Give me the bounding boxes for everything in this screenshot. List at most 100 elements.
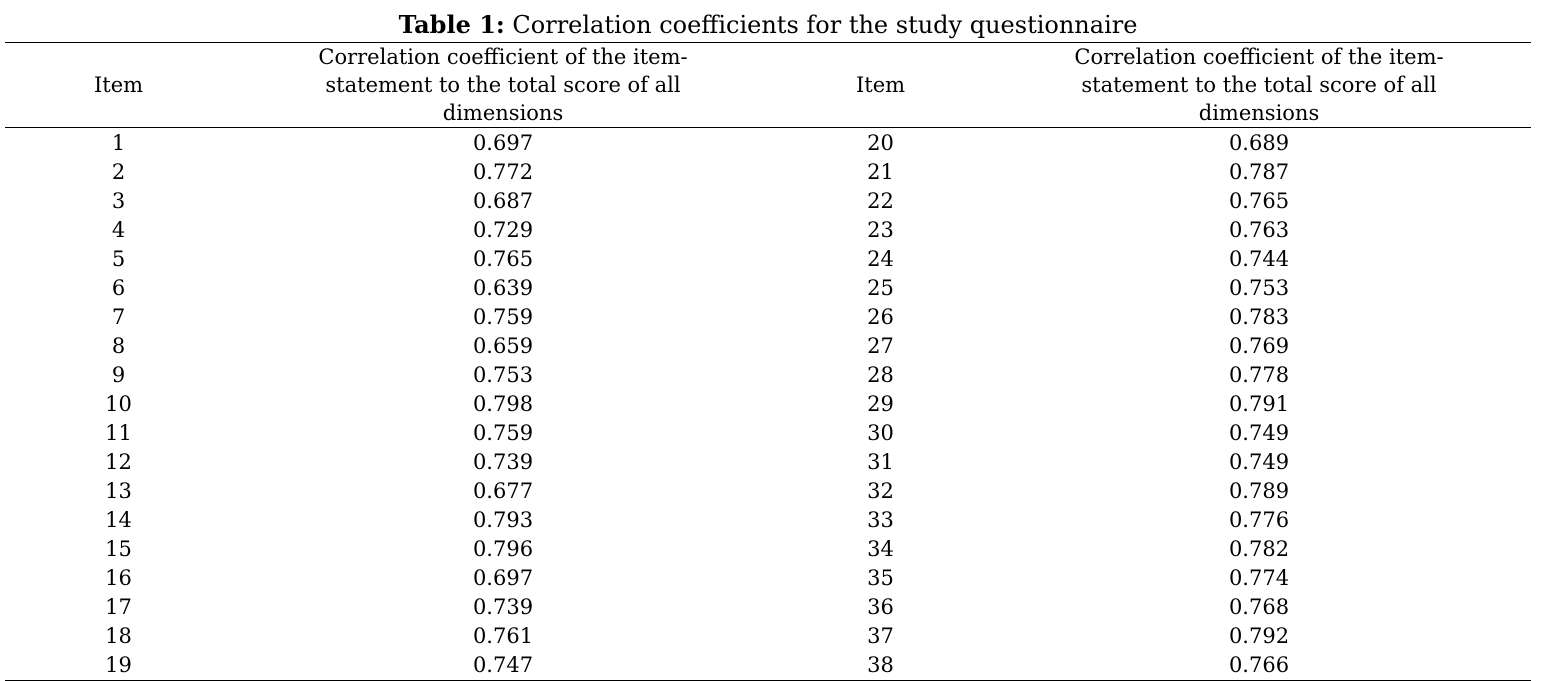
cell-correlation-left: 0.729	[472, 218, 534, 242]
cell-item-right: 28	[867, 363, 894, 387]
correlation-table: Item Correlation coefficient of the item…	[5, 42, 1531, 681]
cell-item-left: 6	[111, 276, 126, 300]
cell-item-left: 12	[105, 450, 132, 474]
table-row: 13 0.677 32 0.789	[5, 477, 1531, 506]
cell-item-left: 4	[111, 218, 126, 242]
cell-item-left: 3	[111, 189, 126, 213]
cell-correlation-left: 0.765	[472, 247, 534, 271]
cell-correlation-left: 0.759	[472, 305, 534, 329]
cell-item-right: 23	[867, 218, 894, 242]
cell-correlation-right: 0.791	[1228, 392, 1290, 416]
table-row: 16 0.697 35 0.774	[5, 564, 1531, 593]
table-row: 7 0.759 26 0.783	[5, 303, 1531, 332]
cell-item-left: 19	[5, 651, 232, 681]
cell-correlation-left: 0.772	[472, 160, 534, 184]
cell-correlation-left: 0.697	[472, 131, 534, 155]
table-row: 4 0.729 23 0.763	[5, 216, 1531, 245]
cell-correlation-right: 0.766	[987, 651, 1531, 681]
cell-correlation-right: 0.778	[1228, 363, 1290, 387]
table-row: 18 0.761 37 0.792	[5, 622, 1531, 651]
cell-correlation-left: 0.747	[232, 651, 774, 681]
cell-correlation-left: 0.659	[472, 334, 534, 358]
cell-item-right: 27	[867, 334, 894, 358]
table-caption-text: Correlation coefficients for the study q…	[512, 11, 1138, 39]
table-row: 8 0.659 27 0.769	[5, 332, 1531, 361]
cell-correlation-right: 0.768	[1228, 595, 1290, 619]
table-row: 14 0.793 33 0.776	[5, 506, 1531, 535]
cell-correlation-left: 0.677	[472, 479, 534, 503]
header-row: Item Correlation coefficient of the item…	[5, 42, 1531, 128]
table-row: 10 0.798 29 0.791	[5, 390, 1531, 419]
table-row: 11 0.759 30 0.749	[5, 419, 1531, 448]
cell-item-left: 15	[105, 537, 132, 561]
table-row: 19 0.747 38 0.766	[5, 651, 1531, 681]
cell-item-right: 30	[867, 421, 894, 445]
cell-item-right: 26	[867, 305, 894, 329]
cell-correlation-left: 0.796	[472, 537, 534, 561]
cell-correlation-right: 0.753	[1228, 276, 1290, 300]
cell-correlation-left: 0.739	[472, 595, 534, 619]
cell-correlation-left: 0.753	[472, 363, 534, 387]
header-correlation-2: Correlation coefficient of the item-stat…	[987, 42, 1531, 128]
cell-correlation-left: 0.759	[472, 421, 534, 445]
cell-item-right: 24	[867, 247, 894, 271]
cell-item-left: 10	[105, 392, 132, 416]
header-correlation-1: Correlation coefficient of the item-stat…	[232, 42, 774, 128]
cell-item-right: 21	[867, 160, 894, 184]
cell-item-right: 20	[867, 131, 894, 155]
table-row: 1 0.697 20 0.689	[5, 128, 1531, 159]
cell-correlation-left: 0.739	[472, 450, 534, 474]
table-row: 3 0.687 22 0.765	[5, 187, 1531, 216]
cell-item-left: 8	[111, 334, 126, 358]
cell-correlation-right: 0.744	[1228, 247, 1290, 271]
table-row: 5 0.765 24 0.744	[5, 245, 1531, 274]
cell-item-right: 33	[867, 508, 894, 532]
table-row: 9 0.753 28 0.778	[5, 361, 1531, 390]
cell-correlation-right: 0.765	[1228, 189, 1290, 213]
table-body: 1 0.697 20 0.689 2 0.772 21 0.787 3 0.687 22 0.765 4…	[5, 128, 1531, 681]
cell-item-left: 11	[105, 421, 132, 445]
cell-correlation-right: 0.769	[1228, 334, 1290, 358]
cell-item-left: 2	[111, 160, 126, 184]
table-row: 17 0.739 36 0.768	[5, 593, 1531, 622]
cell-correlation-right: 0.774	[1228, 566, 1290, 590]
header-item-1: Item	[5, 42, 232, 128]
cell-item-left: 5	[111, 247, 126, 271]
cell-item-right: 36	[867, 595, 894, 619]
table-row: 6 0.639 25 0.753	[5, 274, 1531, 303]
cell-correlation-right: 0.749	[1228, 421, 1290, 445]
cell-item-right: 38	[774, 651, 987, 681]
cell-item-right: 29	[867, 392, 894, 416]
cell-correlation-right: 0.749	[1228, 450, 1290, 474]
cell-correlation-left: 0.639	[472, 276, 534, 300]
cell-item-left: 13	[105, 479, 132, 503]
cell-correlation-left: 0.761	[472, 624, 534, 648]
cell-item-left: 7	[111, 305, 126, 329]
cell-correlation-right: 0.789	[1228, 479, 1290, 503]
cell-item-right: 22	[867, 189, 894, 213]
table-caption: Table 1: Correlation coefficients for th…	[0, 9, 1536, 41]
cell-correlation-right: 0.782	[1228, 537, 1290, 561]
table-header: Item Correlation coefficient of the item…	[5, 42, 1531, 128]
cell-correlation-left: 0.687	[472, 189, 534, 213]
cell-item-left: 14	[105, 508, 132, 532]
table-row: 2 0.772 21 0.787	[5, 158, 1531, 187]
cell-item-right: 34	[867, 537, 894, 561]
table-caption-label: Table 1:	[398, 10, 505, 39]
cell-item-right: 31	[867, 450, 894, 474]
cell-correlation-left: 0.798	[472, 392, 534, 416]
cell-item-right: 37	[867, 624, 894, 648]
table-row: 12 0.739 31 0.749	[5, 448, 1531, 477]
header-item-2: Item	[774, 42, 987, 128]
cell-item-right: 35	[867, 566, 894, 590]
cell-item-left: 16	[105, 566, 132, 590]
cell-item-left: 9	[111, 363, 126, 387]
cell-item-right: 25	[867, 276, 894, 300]
cell-correlation-right: 0.763	[1228, 218, 1290, 242]
cell-item-left: 17	[105, 595, 132, 619]
cell-correlation-left: 0.793	[472, 508, 534, 532]
cell-correlation-right: 0.689	[1228, 131, 1290, 155]
table-row: 15 0.796 34 0.782	[5, 535, 1531, 564]
cell-correlation-right: 0.776	[1228, 508, 1290, 532]
cell-item-right: 32	[867, 479, 894, 503]
